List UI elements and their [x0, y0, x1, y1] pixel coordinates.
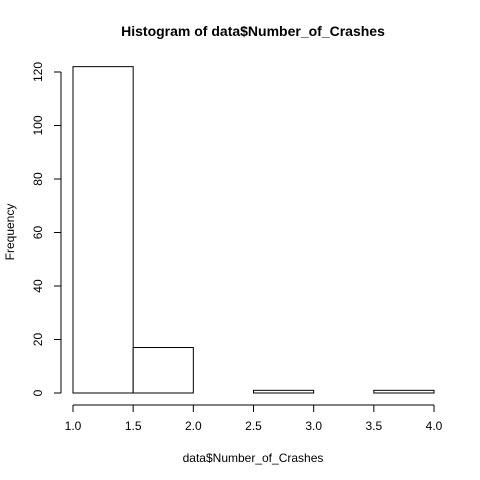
histogram-bar-3	[253, 389, 315, 394]
y-tick-label-3: 60	[31, 226, 45, 240]
x-tick-label-6: 4.0	[426, 419, 443, 433]
x-tick-label-0: 1.0	[65, 419, 82, 433]
x-tick-label-5: 3.5	[365, 419, 382, 433]
histogram-bar-1	[132, 347, 194, 394]
histogram-bars	[72, 66, 435, 394]
y-tick-label-0: 0	[31, 389, 45, 396]
y-tick-label-5: 100	[31, 115, 45, 135]
histogram-bar-5	[373, 389, 435, 394]
x-tick-label-4: 3.0	[305, 419, 322, 433]
y-tick-label-2: 40	[31, 279, 45, 293]
x-axis-label: data$Number_of_Crashes	[183, 451, 324, 465]
x-tick-label-1: 1.5	[125, 419, 142, 433]
x-axis: 1.0 1.5 2.0 2.5 3.0 3.5 4.0	[65, 404, 443, 433]
y-axis-label: Frequency	[3, 204, 17, 261]
y-tick-label-4: 80	[31, 172, 45, 186]
y-axis: 0 20 40 60 80 100 120	[31, 62, 62, 396]
y-tick-label-1: 20	[31, 333, 45, 347]
y-tick-label-6: 120	[31, 62, 45, 82]
histogram-bar-0	[72, 66, 134, 394]
chart-title: Histogram of data$Number_of_Crashes	[121, 23, 385, 39]
x-tick-label-3: 2.5	[245, 419, 262, 433]
x-tick-label-2: 2.0	[185, 419, 202, 433]
